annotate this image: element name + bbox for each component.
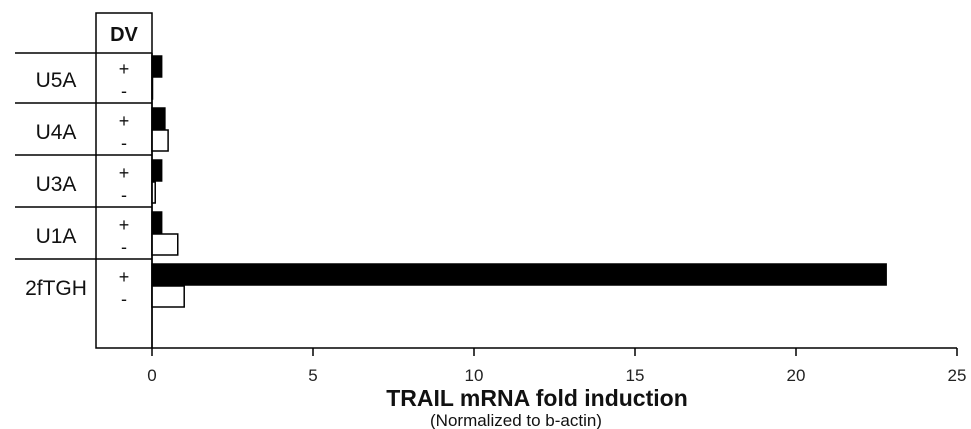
label-table: DV [15,12,153,349]
bar [151,211,163,234]
bar [151,129,169,152]
x-axis-sublabel: (Normalized to b-actin) [430,411,602,429]
row-label: U3A [36,173,77,196]
x-ticks: 0 5 10 15 20 25 [147,348,966,385]
bar [151,233,179,256]
x-tick-label: 10 [465,366,484,385]
x-tick-label: 15 [626,366,645,385]
dv-sign-label: + [119,163,130,183]
x-tick-label: 25 [948,366,967,385]
dv-sign-label: - [121,289,127,309]
bars [151,55,887,308]
row-label: U1A [36,225,77,248]
row-label: 2fTGH [25,277,87,300]
dv-sign-label: - [121,237,127,257]
bar [151,55,163,78]
dv-sign-label: + [119,215,130,235]
x-tick-label: 5 [308,366,317,385]
bar [151,263,887,286]
dv-sign-label: - [121,133,127,153]
dv-sign-label: + [119,59,130,79]
dv-sign-label: + [119,267,130,287]
category-rows: U5A +-U4A +-U3A +-U1A +-2fTGH +- [25,59,129,309]
bar [151,159,163,182]
row-label: U4A [36,121,77,144]
dv-sign-label: + [119,111,130,131]
x-tick-label: 20 [787,366,806,385]
dv-sign-label: - [121,185,127,205]
x-tick-label: 0 [147,366,156,385]
bar [151,107,166,130]
bar [151,285,185,308]
dv-sign-label: - [121,81,127,101]
dv-column-header: DV [110,24,138,46]
x-axis-label: TRAIL mRNA fold induction [386,385,688,411]
x-axis [151,53,957,349]
row-label: U5A [36,69,77,92]
